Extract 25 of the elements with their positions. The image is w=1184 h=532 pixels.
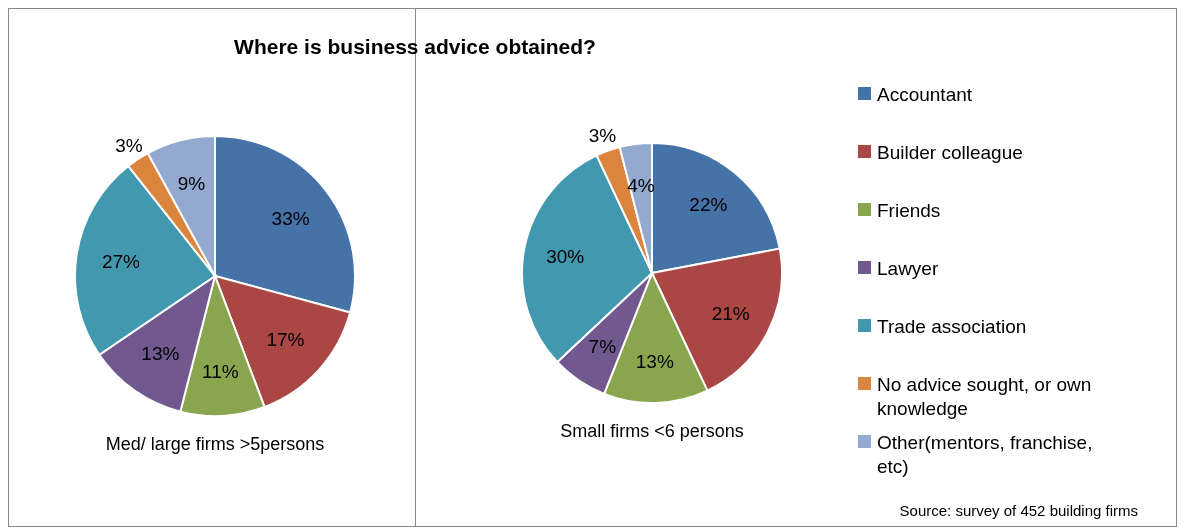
data-label: 30% xyxy=(546,245,585,267)
source-note: Source: survey of 452 building firms xyxy=(899,502,1138,519)
data-label: 22% xyxy=(689,194,728,216)
data-label: 11% xyxy=(201,360,239,382)
data-label: 9% xyxy=(177,173,206,195)
data-label: 4% xyxy=(627,174,655,196)
data-label: 21% xyxy=(711,302,750,324)
data-label: 13% xyxy=(141,343,180,365)
data-label: 3% xyxy=(115,135,143,157)
legend-label: Other(mentors, franchise, etc) xyxy=(877,431,1093,477)
data-label: 7% xyxy=(588,335,617,357)
text: Small firms <6 persons xyxy=(560,421,744,441)
data-label: 33% xyxy=(271,207,310,229)
legend-label: Accountant xyxy=(877,83,973,105)
legend-label: No advice sought, or own knowledge xyxy=(877,373,1092,419)
data-label: 27% xyxy=(101,251,141,272)
text: Med/ large firms >5persons xyxy=(105,434,325,454)
legend-label: Friends xyxy=(877,199,941,221)
legend-label: Builder colleague xyxy=(877,141,1023,163)
legend-label: Trade association xyxy=(877,315,1027,337)
data-label: 17% xyxy=(266,329,305,351)
legend-label: Lawyer xyxy=(877,257,939,279)
data-label: 13% xyxy=(635,350,674,372)
data-label: 3% xyxy=(588,125,617,147)
text: Where is business advice obtained? xyxy=(234,35,596,58)
